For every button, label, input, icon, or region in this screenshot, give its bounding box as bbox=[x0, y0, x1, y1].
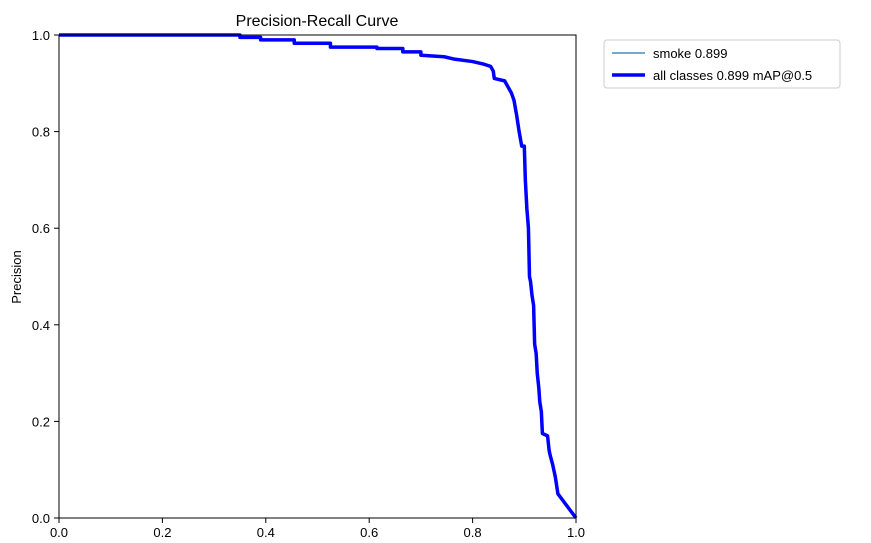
x-tick-label: 0.6 bbox=[360, 525, 378, 540]
axis-ticks: 0.0 0.2 0.4 0.6 0.8 1.0 0.0 0.2 0.4 0.6 0.8 1.0 bbox=[32, 28, 585, 540]
y-tick-label: 0.6 bbox=[32, 221, 50, 236]
chart-title: Precision-Recall Curve bbox=[236, 13, 399, 30]
y-tick-label: 1.0 bbox=[32, 28, 50, 43]
x-tick-label: 0.0 bbox=[50, 525, 68, 540]
y-tick-label: 0.4 bbox=[32, 318, 50, 333]
series-layer bbox=[59, 33, 578, 520]
x-tick-label: 0.2 bbox=[153, 525, 171, 540]
x-tick-label: 1.0 bbox=[567, 525, 585, 540]
series-line-1 bbox=[59, 33, 578, 520]
x-tick-label: 0.8 bbox=[464, 525, 482, 540]
y-tick-label: 0.8 bbox=[32, 125, 50, 140]
y-tick-label: 0.2 bbox=[32, 414, 50, 429]
legend: smoke 0.899 all classes 0.899 mAP@0.5 bbox=[603, 39, 841, 89]
y-tick-label: 0.0 bbox=[32, 511, 50, 526]
plot-frame bbox=[58, 34, 577, 519]
x-tick-label: 0.4 bbox=[257, 525, 275, 540]
legend-label-0: smoke 0.899 bbox=[653, 46, 727, 61]
series-line-0 bbox=[59, 34, 577, 519]
legend-label-1: all classes 0.899 mAP@0.5 bbox=[653, 68, 812, 83]
y-axis-label: Precision bbox=[9, 250, 24, 303]
legend-box bbox=[603, 39, 841, 89]
